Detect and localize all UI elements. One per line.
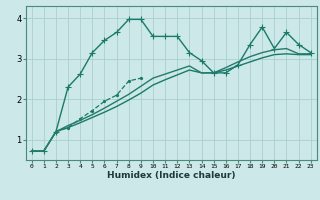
- X-axis label: Humidex (Indice chaleur): Humidex (Indice chaleur): [107, 171, 236, 180]
